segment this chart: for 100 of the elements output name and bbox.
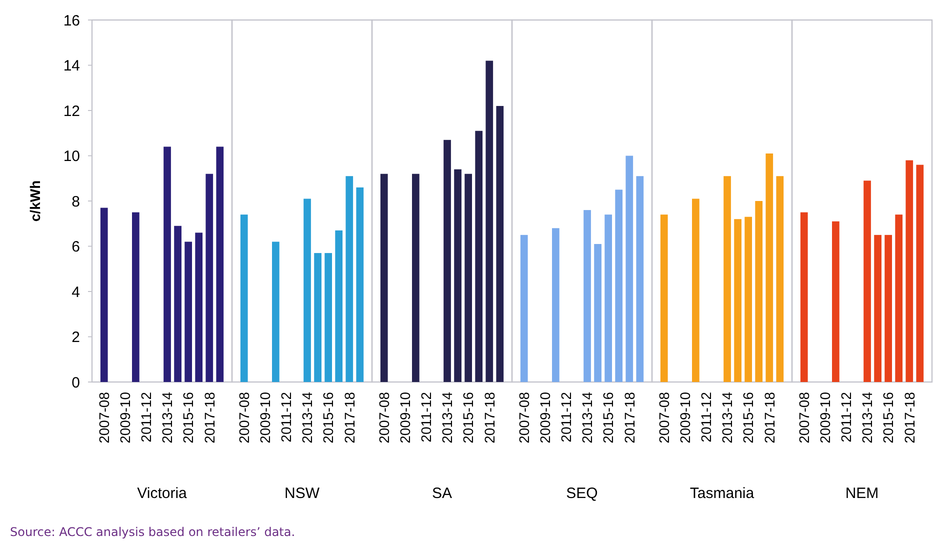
y-axis-title: c/kWh bbox=[27, 180, 43, 222]
y-tick-label: 2 bbox=[72, 329, 80, 346]
x-tick-label: 2015-16 bbox=[460, 392, 476, 444]
bar bbox=[744, 216, 752, 382]
bar bbox=[692, 198, 700, 382]
x-tick-label: 2007-08 bbox=[236, 392, 252, 444]
x-tick-label: 2007-08 bbox=[96, 392, 112, 444]
x-tick-label: 2013-14 bbox=[159, 392, 176, 444]
bar bbox=[864, 180, 871, 382]
x-tick-label: 2007-08 bbox=[656, 392, 672, 444]
y-tick-label: 14 bbox=[63, 58, 80, 74]
y-tick-label: 12 bbox=[63, 102, 80, 120]
bar bbox=[174, 226, 182, 382]
source-note: Source: ACCC analysis based on retailers’ data. bbox=[10, 525, 296, 539]
bar bbox=[660, 214, 668, 382]
bar bbox=[552, 228, 560, 382]
x-tick-label: 2011-12 bbox=[698, 392, 714, 442]
x-tick-label: 2011-12 bbox=[278, 392, 294, 442]
x-axis-title: Victoria bbox=[137, 485, 188, 502]
bar bbox=[734, 219, 742, 382]
bar bbox=[216, 146, 224, 382]
bar bbox=[304, 198, 311, 382]
x-tick-label: 2007-08 bbox=[376, 392, 392, 444]
x-tick-label: 2015-16 bbox=[740, 392, 756, 444]
x-tick-label: 2017-18 bbox=[201, 392, 218, 444]
x-tick-label: 2015-16 bbox=[880, 392, 896, 444]
bar bbox=[520, 234, 528, 382]
y-tick-label: 6 bbox=[72, 238, 80, 256]
x-tick-label: 2009-10 bbox=[677, 392, 694, 444]
x-tick-label: 2011-12 bbox=[558, 392, 574, 442]
bar bbox=[766, 153, 774, 382]
x-tick-label: 2009-10 bbox=[257, 392, 274, 444]
x-tick-label: 2015-16 bbox=[180, 392, 196, 444]
x-tick-label: 2013-14 bbox=[439, 392, 456, 444]
bar bbox=[755, 201, 763, 382]
bar bbox=[475, 130, 483, 382]
x-tick-label: 2011-12 bbox=[838, 392, 854, 442]
bar bbox=[874, 234, 882, 382]
x-axis-title: SA bbox=[432, 485, 452, 502]
x-tick-label: 2011-12 bbox=[418, 392, 434, 442]
x-tick-label: 2009-10 bbox=[537, 392, 554, 444]
y-tick-label: 16 bbox=[63, 12, 80, 30]
bar bbox=[636, 176, 644, 382]
x-tick-label: 2013-14 bbox=[719, 392, 736, 444]
bar bbox=[454, 169, 462, 382]
bar bbox=[100, 208, 108, 382]
bar bbox=[584, 210, 591, 382]
bar bbox=[724, 176, 731, 382]
x-tick-label: 2007-08 bbox=[516, 392, 532, 444]
bar bbox=[895, 214, 903, 382]
bar bbox=[604, 214, 612, 382]
bar bbox=[594, 244, 602, 382]
x-tick-label: 2013-14 bbox=[859, 392, 876, 444]
x-tick-label: 2009-10 bbox=[117, 392, 134, 444]
x-axis-title: Tasmania bbox=[690, 485, 755, 502]
x-tick-label: 2011-12 bbox=[138, 392, 154, 442]
x-tick-label: 2009-10 bbox=[817, 392, 834, 444]
y-tick-label: 4 bbox=[72, 284, 80, 301]
bar bbox=[132, 212, 140, 382]
bar bbox=[272, 242, 280, 382]
bar bbox=[195, 232, 203, 382]
x-tick-label: 2015-16 bbox=[600, 392, 616, 444]
x-axis-title: SEQ bbox=[566, 485, 598, 502]
x-axis-title: NEM bbox=[845, 485, 879, 502]
bar bbox=[314, 253, 322, 382]
bar bbox=[884, 234, 892, 382]
bar bbox=[626, 156, 634, 382]
bar bbox=[615, 190, 623, 382]
bar bbox=[412, 174, 420, 382]
bar bbox=[380, 174, 388, 382]
bar bbox=[906, 160, 914, 382]
bar bbox=[324, 253, 332, 382]
bar bbox=[164, 146, 171, 382]
y-tick-label: 8 bbox=[72, 193, 80, 210]
bar bbox=[496, 106, 504, 382]
bar bbox=[464, 174, 472, 382]
x-tick-label: 2007-08 bbox=[796, 392, 812, 444]
x-tick-label: 2017-18 bbox=[341, 392, 358, 444]
bar bbox=[356, 187, 364, 382]
y-tick-label: 10 bbox=[63, 148, 80, 165]
bar bbox=[916, 164, 924, 382]
x-tick-label: 2013-14 bbox=[299, 392, 316, 444]
x-axis-title: NSW bbox=[284, 485, 320, 502]
x-tick-label: 2009-10 bbox=[397, 392, 414, 444]
bar bbox=[486, 60, 494, 382]
x-tick-label: 2013-14 bbox=[579, 392, 596, 444]
x-tick-label: 2015-16 bbox=[320, 392, 336, 444]
bar bbox=[206, 174, 214, 382]
bar bbox=[776, 176, 784, 382]
bar bbox=[444, 140, 451, 382]
x-tick-label: 2017-18 bbox=[481, 392, 498, 444]
bar bbox=[832, 221, 840, 382]
x-tick-label: 2017-18 bbox=[761, 392, 778, 444]
x-tick-label: 2017-18 bbox=[621, 392, 638, 444]
bar bbox=[335, 230, 343, 382]
bar bbox=[346, 176, 354, 382]
y-tick-label: 0 bbox=[72, 374, 80, 392]
bar bbox=[240, 214, 248, 382]
x-tick-label: 2017-18 bbox=[901, 392, 918, 444]
bar bbox=[800, 212, 808, 382]
